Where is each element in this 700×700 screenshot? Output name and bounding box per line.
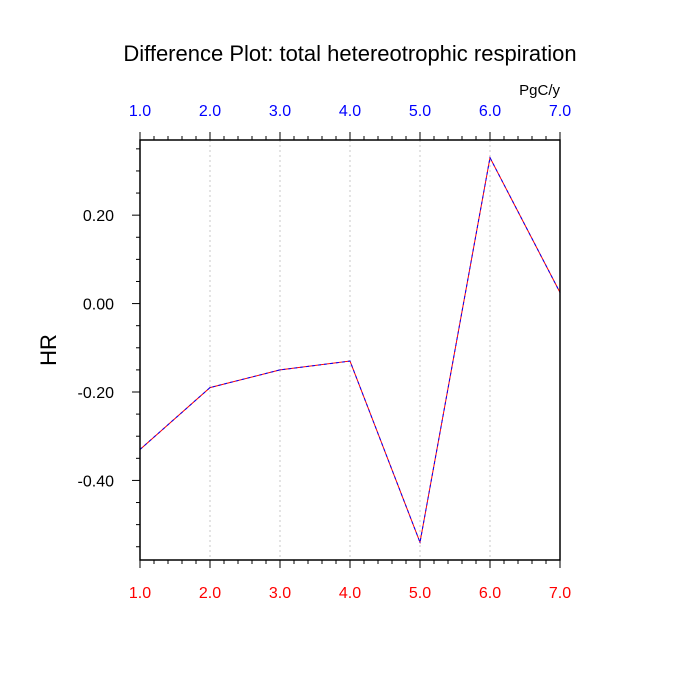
x-bottom-tick-label-3: 3.0	[269, 585, 291, 602]
x-bottom-tick-label-7: 7.0	[549, 585, 571, 602]
x-top-tick-label-6: 6.0	[479, 103, 501, 120]
y-axis-label: HR	[36, 334, 61, 366]
data-point-3	[279, 369, 281, 371]
x-top-tick-label-1: 1.0	[129, 103, 151, 120]
data-point-5	[419, 541, 421, 543]
x-top-tick-label-3: 3.0	[269, 103, 291, 120]
y-tick-label-2: 0.00	[83, 297, 114, 314]
axes	[132, 132, 561, 568]
x-bottom-tick-label-6: 6.0	[479, 585, 501, 602]
x-top-tick-label-5: 5.0	[409, 103, 431, 120]
x-bottom-tick-label-5: 5.0	[409, 585, 431, 602]
y-tick-label-3: -0.20	[78, 385, 115, 402]
units-label: PgC/y	[519, 82, 560, 99]
data-point-6	[489, 157, 491, 159]
data-point-4	[349, 360, 351, 362]
grid-lines	[209, 140, 491, 560]
x-top-tick-label-4: 4.0	[339, 103, 361, 120]
x-top-tick-label-2: 2.0	[199, 103, 221, 120]
x-bottom-tick-label-2: 2.0	[199, 585, 221, 602]
tick-labels: 1.0 1.0 2.0 2.0 3.0 3.0 4.0 4.0 5.0 5.0 6.0 6.0 7.0 7…	[78, 103, 572, 602]
x-top-tick-label-7: 7.0	[549, 103, 571, 120]
x-bottom-tick-label-4: 4.0	[339, 585, 361, 602]
y-tick-label-1: 0.20	[83, 208, 114, 225]
y-tick-label-4: -0.40	[78, 473, 115, 490]
chart-title: Difference Plot: total hetereotrophic re…	[123, 41, 576, 66]
x-bottom-tick-label-1: 1.0	[129, 585, 151, 602]
data-point-2	[209, 386, 211, 389]
